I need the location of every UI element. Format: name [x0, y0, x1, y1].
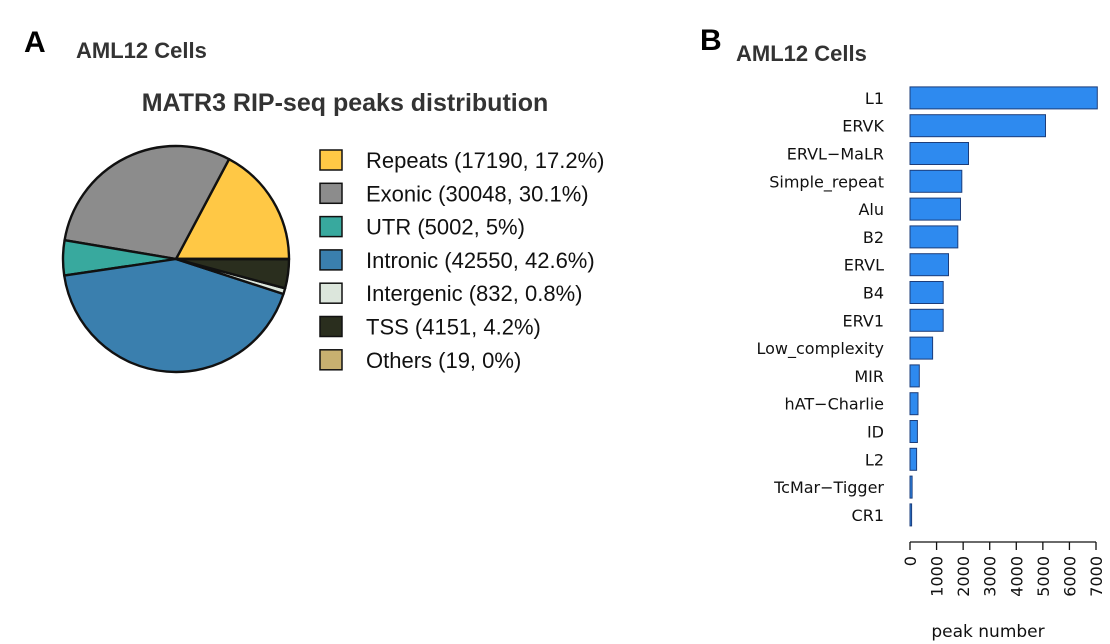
x-tick-label-4: 4000 [1007, 556, 1026, 597]
legend-label-0: Repeats (17190, 17.2%) [366, 148, 605, 173]
pie-slice-0 [174, 158, 291, 261]
legend-label-5: TSS (4151, 4.2%) [366, 315, 541, 340]
category-label-8: ERV1 [843, 311, 884, 330]
bar-8 [909, 308, 944, 332]
legend-swatch-6 [319, 349, 343, 371]
x-tick-label-7: 7000 [1087, 556, 1106, 597]
bar-14 [909, 475, 913, 499]
category-label-11: hAT−Charlie [785, 395, 884, 414]
category-label-12: ID [867, 423, 884, 442]
category-label-0: L1 [865, 89, 884, 108]
bar-chart: L1 ERVK ERVL−MaLR Simple_repeat Alu B2 ERVL B4 E… [757, 86, 1098, 527]
x-tick-label-5: 5000 [1034, 556, 1053, 597]
legend-swatch-3 [319, 249, 343, 271]
bar-2 [909, 142, 969, 165]
bar-11 [909, 392, 919, 416]
legend-label-4: Intergenic (832, 0.8%) [366, 281, 582, 306]
bar-15 [909, 503, 913, 527]
pie-slice-3 [63, 257, 285, 374]
x-axis: 0 1000 2000 3000 4000 5000 6000 7000 [901, 541, 1106, 597]
x-tick-label-1: 1000 [928, 556, 947, 597]
category-label-9: Low_complexity [757, 339, 885, 359]
bar-1 [909, 114, 1046, 138]
legend-swatch-5 [319, 315, 343, 338]
category-label-15: CR1 [852, 506, 884, 525]
category-label-13: L2 [865, 450, 884, 469]
bar-12 [909, 420, 918, 443]
category-label-2: ERVL−MaLR [787, 145, 884, 164]
legend-label-6: Others (19, 0%) [366, 348, 521, 373]
category-label-3: Simple_repeat [769, 172, 884, 192]
legend-swatch-4 [319, 282, 343, 304]
legend-label-1: Exonic (30048, 30.1%) [366, 181, 589, 206]
panel-a: A AML12 Cells MATR3 RIP-seq peaks distri… [24, 26, 605, 374]
category-label-1: ERVK [842, 117, 884, 136]
bar-10 [909, 364, 920, 388]
panel-a-subtitle: AML12 Cells [76, 38, 207, 63]
category-label-10: MIR [854, 367, 884, 386]
bar-13 [909, 447, 918, 471]
category-label-14: TcMar−Tigger [773, 478, 884, 497]
legend-label-3: Intronic (42550, 42.6%) [366, 248, 595, 273]
pie-slice-1 [63, 144, 231, 261]
panel-b-subtitle: AML12 Cells [736, 41, 867, 66]
bar-3 [909, 169, 963, 193]
x-tick-label-0: 0 [901, 556, 920, 566]
bar-5 [909, 225, 959, 249]
category-label-5: B2 [863, 228, 884, 247]
legend-label-2: UTR (5002, 5%) [366, 215, 525, 240]
pie-title: MATR3 RIP-seq peaks distribution [142, 89, 549, 117]
panel-a-letter: A [24, 26, 46, 59]
x-tick-label-6: 6000 [1060, 556, 1079, 597]
bar-0 [909, 86, 1098, 110]
legend-swatch-1 [319, 182, 343, 205]
bar-9 [909, 336, 934, 360]
pie-legend: Repeats (17190, 17.2%) Exonic (30048, 30.… [319, 148, 605, 373]
x-tick-label-3: 3000 [981, 556, 1000, 597]
legend-swatch-0 [319, 149, 343, 171]
pie-chart [61, 144, 291, 374]
legend-swatch-2 [319, 215, 343, 238]
bar-4 [909, 197, 961, 221]
bar-6 [909, 253, 949, 277]
x-tick-label-2: 2000 [954, 556, 973, 597]
x-axis-title: peak number [931, 622, 1044, 642]
bar-7 [909, 281, 944, 304]
category-label-7: B4 [863, 284, 884, 303]
panel-b-letter: B [700, 24, 722, 57]
category-label-4: Alu [858, 200, 884, 219]
panel-b: B AML12 Cells L1 ERVK ERVL−MaLR Simple_repe… [700, 24, 1106, 642]
category-label-6: ERVL [844, 256, 884, 275]
